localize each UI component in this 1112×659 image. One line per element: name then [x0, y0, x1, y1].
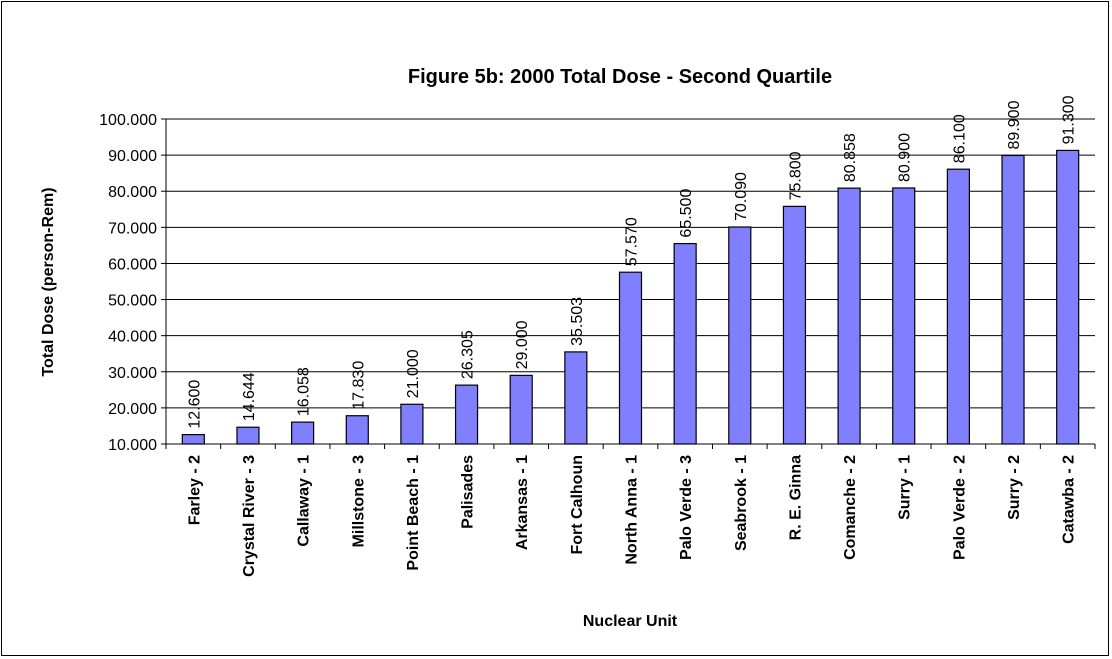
- bar: [1001, 154, 1025, 445]
- x-tick-label: Farley - 2: [186, 455, 203, 525]
- value-label: 80.900: [897, 133, 914, 182]
- y-tick-label: 90.000: [108, 148, 157, 165]
- x-tick-label: Surry - 1: [897, 455, 914, 520]
- value-label: 57.570: [624, 217, 641, 266]
- x-tick-label: R. E. Ginna: [787, 455, 804, 540]
- value-label: 26.305: [460, 330, 477, 379]
- bar: [946, 168, 970, 445]
- x-tick-label: Catawba - 2: [1061, 455, 1078, 544]
- y-tick-label: 30.000: [108, 365, 157, 382]
- x-tick-label: Palisades: [460, 455, 477, 529]
- chart-title: Figure 5b: 2000 Total Dose - Second Quar…: [408, 66, 832, 88]
- bar: [454, 384, 479, 445]
- y-tick-label: 60.000: [108, 256, 157, 273]
- bar: [1056, 149, 1080, 445]
- bar: [728, 226, 752, 445]
- x-tick-label: Callaway - 1: [296, 455, 313, 547]
- value-label: 86.100: [951, 114, 968, 163]
- y-axis-title: Total Dose (person-Rem): [40, 187, 57, 376]
- x-tick-label: Palo Verde - 2: [951, 455, 968, 560]
- x-tick-label: Seabrook - 1: [733, 455, 750, 551]
- x-tick-label: Palo Verde - 3: [678, 455, 695, 560]
- bar: [564, 351, 588, 445]
- value-label: 80.858: [842, 133, 859, 182]
- value-label: 91.300: [1061, 95, 1078, 144]
- bar: [181, 434, 205, 445]
- value-label: 75.800: [787, 151, 804, 200]
- value-label: 70.090: [733, 172, 750, 221]
- value-label: 16.058: [296, 367, 313, 416]
- x-tick-label: Point Beach - 1: [405, 455, 422, 571]
- value-label: 14.644: [241, 372, 258, 421]
- x-tick-label: Comanche - 2: [842, 455, 859, 560]
- bar: [673, 242, 697, 445]
- value-label: 65.500: [678, 189, 695, 238]
- x-tick-label: Fort Calhoun: [569, 455, 586, 555]
- bar: [400, 403, 424, 445]
- bar: [345, 415, 369, 445]
- value-label: 17.830: [350, 361, 367, 410]
- y-tick-label: 10.000: [108, 437, 157, 454]
- x-tick-label: Crystal River - 3: [241, 455, 258, 577]
- x-tick-label: Millstone - 3: [350, 455, 367, 548]
- bar: [837, 187, 861, 445]
- x-axis-title: Nuclear Unit: [583, 613, 678, 630]
- value-label: 89.900: [1006, 100, 1023, 149]
- y-tick-label: 40.000: [108, 329, 157, 346]
- y-tick-label: 100.000: [99, 112, 157, 129]
- y-tick-label: 70.000: [108, 220, 157, 237]
- bar: [782, 205, 807, 445]
- value-label: 35.503: [569, 297, 586, 346]
- value-label: 12.600: [186, 380, 203, 429]
- bar: [618, 271, 643, 445]
- y-tick-label: 20.000: [108, 401, 157, 418]
- bar: [892, 187, 916, 445]
- y-tick-label: 50.000: [108, 293, 157, 310]
- value-label: 21.000: [405, 349, 422, 398]
- x-tick-label: Surry - 2: [1006, 455, 1023, 520]
- x-tick-label: Arkansas - 1: [514, 455, 531, 550]
- bar: [291, 421, 315, 445]
- y-tick-label: 80.000: [108, 184, 157, 201]
- x-tick-label: North Anna - 1: [624, 455, 641, 565]
- bar: [236, 426, 260, 445]
- bar: [509, 374, 533, 445]
- value-label: 29.000: [514, 320, 531, 369]
